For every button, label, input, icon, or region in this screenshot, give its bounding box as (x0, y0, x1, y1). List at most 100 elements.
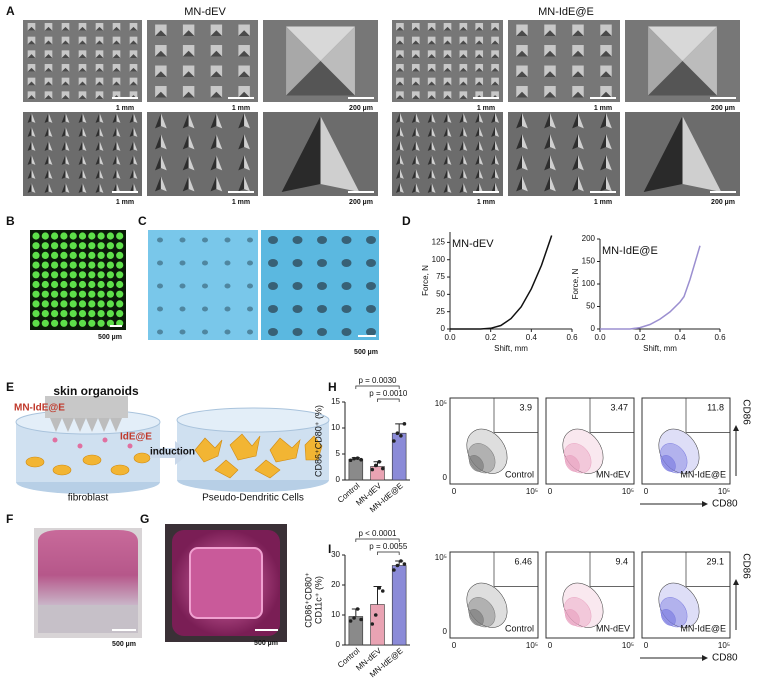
arrow-head (733, 579, 739, 585)
needle-spot (51, 242, 59, 250)
needle-spot (116, 242, 124, 250)
pyramid (459, 26, 468, 31)
data-point (348, 458, 353, 463)
needle-spot (69, 271, 77, 279)
pyramid (443, 140, 448, 151)
pyramid (48, 112, 53, 123)
quadrant-gate (685, 398, 730, 433)
scale-label: 500 µm (112, 641, 136, 648)
pyramid (44, 54, 53, 58)
pyramid (78, 67, 87, 72)
puncture (247, 306, 253, 312)
pyramid (210, 50, 223, 57)
puncture (366, 282, 376, 290)
p-value: p = 0.0030 (358, 376, 397, 385)
pyramid (210, 71, 223, 77)
pyramid (459, 40, 468, 45)
pyramid (216, 134, 223, 150)
pyramid (244, 134, 251, 150)
pyramid (44, 182, 49, 193)
x-tick-label: 0.4 (674, 333, 686, 342)
pyramid (572, 50, 584, 57)
puncture (224, 237, 231, 243)
pyramid (411, 182, 416, 193)
needle-spot (78, 242, 87, 250)
pyramid (479, 168, 484, 179)
pyramid (95, 54, 104, 58)
needle-spot (106, 280, 114, 289)
pyramid (116, 140, 121, 151)
pyramid (82, 182, 87, 193)
pyramid (516, 155, 522, 171)
gate-percentage: 3.9 (519, 402, 532, 412)
pyramid (495, 126, 499, 137)
pyramid (112, 182, 117, 193)
pyramid (516, 91, 528, 98)
pyramid (443, 182, 448, 193)
needle-spot (78, 290, 87, 298)
pyramid (399, 182, 404, 193)
quadrant-gate (685, 552, 730, 587)
pyramid (447, 126, 452, 137)
pyramid (95, 140, 100, 151)
pyramid (427, 23, 436, 31)
needle-spot (97, 290, 105, 298)
pyramid (475, 54, 484, 58)
pyramid (443, 50, 452, 58)
needle-spot (106, 300, 114, 308)
pyramid (216, 155, 223, 171)
pyramid (427, 54, 436, 58)
pyramid (188, 134, 195, 150)
needle-spot (41, 261, 49, 269)
pyramid (78, 168, 83, 179)
pyramid (463, 154, 468, 165)
needle-spot (69, 251, 77, 259)
pyramid (112, 140, 117, 151)
pyramid (82, 112, 87, 123)
pyramid (160, 155, 167, 171)
y-tick-label: 20 (331, 580, 340, 589)
y-axis-label: CD86⁺CD80⁺ (%) (313, 405, 323, 477)
diagram-label: induction (150, 447, 195, 458)
puncture (268, 328, 278, 336)
pyramid (44, 50, 53, 58)
pyramid (431, 126, 436, 137)
quadrant-gate (493, 552, 538, 587)
needle-spot (88, 280, 96, 289)
data-point (402, 562, 407, 566)
data-point (399, 434, 403, 438)
density-contour (469, 454, 484, 472)
needle-spot (106, 251, 114, 259)
bar (348, 458, 364, 481)
quadrant-gate (589, 552, 634, 587)
puncture (179, 283, 186, 289)
significance-bracket (377, 551, 400, 555)
pyramid (491, 140, 496, 151)
arrow-head (733, 425, 739, 431)
pyramid (44, 67, 53, 72)
x-axis-label: CD80 (712, 499, 738, 510)
pyramid (491, 26, 499, 31)
pyramid (61, 126, 66, 137)
y-tick-label: 0 (336, 640, 341, 649)
pyramid (78, 95, 87, 99)
pyramid (396, 126, 400, 137)
y-tick-label: 100 (582, 279, 596, 288)
y-axis-label: Force, N (421, 265, 430, 296)
pyramid (95, 40, 104, 45)
pyramid (516, 134, 522, 150)
pyramid (479, 182, 484, 193)
pyramid (443, 154, 448, 165)
pyramid (411, 26, 420, 31)
puncture (317, 259, 327, 267)
needle-spot (60, 271, 68, 279)
needle-spot (60, 300, 68, 308)
needle-spot (116, 232, 124, 240)
pyramid (572, 71, 584, 77)
bar (391, 565, 407, 646)
pyramid (578, 113, 584, 129)
pyramid (572, 91, 584, 98)
needle-spot (51, 280, 59, 289)
pyramid (286, 26, 355, 62)
pyramid (572, 30, 584, 36)
